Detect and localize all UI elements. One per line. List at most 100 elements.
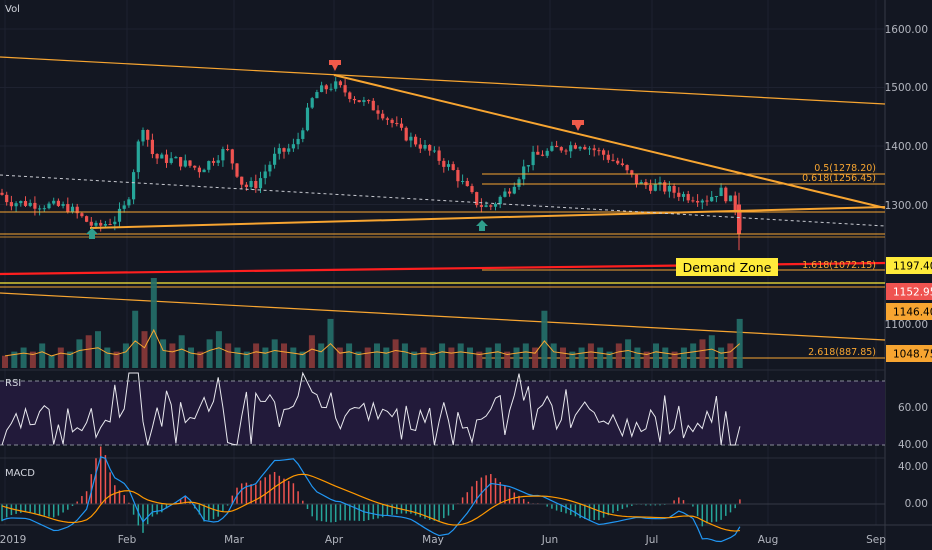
candle-body — [113, 221, 117, 225]
candle-body — [508, 191, 512, 194]
volume-bar — [615, 343, 622, 368]
candle-body — [362, 100, 366, 103]
volume-bar — [532, 347, 539, 368]
fib-label: 2.618(887.85) — [808, 347, 876, 358]
rsi-tick-label: 40.00 — [898, 439, 928, 451]
candle-body — [681, 194, 686, 197]
price-tick-label: 1500.00 — [885, 82, 928, 94]
candle-body — [663, 182, 667, 192]
volume-bar — [364, 347, 371, 368]
volume-bar — [132, 310, 139, 368]
candle-body — [202, 169, 206, 173]
candle-body — [197, 167, 201, 173]
volume-bar — [374, 343, 380, 368]
macd-tick-label: 40.00 — [898, 461, 928, 473]
candle-body — [19, 201, 23, 204]
candle-body — [169, 158, 173, 163]
candle-body — [282, 148, 286, 152]
candle-body — [80, 213, 84, 217]
upper-channel-line — [0, 56, 886, 105]
volume-bar — [299, 351, 306, 368]
volume-bar — [625, 339, 632, 368]
candle-body — [564, 150, 568, 152]
candle-body — [569, 145, 573, 152]
candle-body — [484, 205, 488, 207]
volume-bar — [727, 343, 734, 368]
candle-body — [620, 163, 624, 166]
volume-bar — [643, 351, 650, 368]
time-tick-label: Aug — [758, 534, 779, 546]
candle-body — [714, 196, 718, 198]
candle-body — [696, 200, 700, 203]
candle-body — [677, 192, 681, 197]
volume-bar — [429, 351, 436, 368]
candle-body — [461, 180, 465, 182]
candle-body — [9, 202, 13, 207]
candle-body — [179, 157, 183, 167]
ascending-trendline — [89, 206, 886, 229]
time-tick-label: Sep — [866, 534, 886, 546]
candle-body — [207, 161, 211, 170]
volume-bar — [39, 343, 46, 368]
volume-bar — [281, 343, 287, 368]
candle-body — [263, 171, 267, 179]
candle-body — [216, 160, 220, 163]
candle-body — [432, 150, 436, 152]
volume-bar — [95, 331, 101, 368]
volume-bar — [578, 347, 585, 368]
candle-body — [559, 147, 563, 151]
candle-body — [122, 205, 126, 209]
candle-body — [221, 149, 225, 161]
candle-body — [258, 178, 263, 189]
candle-body — [442, 160, 446, 167]
up-arrow-marker — [86, 228, 98, 239]
dashed-trendline — [0, 174, 886, 227]
price-tick-label: 1300.00 — [885, 200, 928, 212]
candle-body — [85, 216, 89, 222]
candle-body — [456, 170, 460, 182]
candle-body — [686, 194, 690, 201]
volume-bar — [392, 339, 399, 368]
volume-bar — [513, 347, 520, 368]
candle-body — [94, 222, 98, 226]
rsi-pane-label: RSI — [5, 378, 22, 389]
candle-body — [315, 92, 319, 99]
price-tag-bg — [886, 303, 932, 320]
volume-bar — [671, 351, 678, 368]
volume-bar — [383, 347, 390, 368]
candle-body — [733, 195, 737, 211]
candle-body — [470, 186, 474, 193]
candle-body — [512, 186, 516, 194]
price-tag-bg — [886, 345, 932, 362]
time-tick-label: Apr — [325, 534, 344, 546]
candle-body — [155, 154, 159, 159]
candle-body — [493, 203, 498, 207]
candle-body — [70, 206, 75, 212]
time-tick-label: Jul — [645, 534, 659, 546]
volume-bar — [541, 310, 548, 368]
candle-body — [489, 205, 493, 207]
volume-bar — [243, 351, 250, 368]
volume-bar — [225, 343, 232, 368]
candle-body — [465, 180, 469, 187]
macd-pane-label: MACD — [5, 468, 35, 479]
rsi-tick-label: 60.00 — [898, 402, 928, 414]
candle-body — [136, 141, 140, 173]
candle-body — [141, 129, 145, 142]
candle-body — [338, 81, 342, 86]
candle-body — [550, 145, 554, 151]
candle-body — [381, 113, 385, 119]
volume-bar — [718, 347, 725, 368]
volume-bar — [48, 355, 55, 368]
candle-body — [310, 98, 314, 108]
candle-body — [277, 148, 281, 154]
volume-bar — [169, 343, 176, 368]
candle-body — [188, 160, 192, 166]
volume-bar — [67, 351, 74, 368]
candle-body — [390, 119, 394, 124]
candle-body — [409, 136, 413, 141]
price-tag-text: 1048.75 — [893, 349, 932, 361]
volume-bar — [336, 347, 343, 368]
volume-bar — [699, 339, 706, 368]
